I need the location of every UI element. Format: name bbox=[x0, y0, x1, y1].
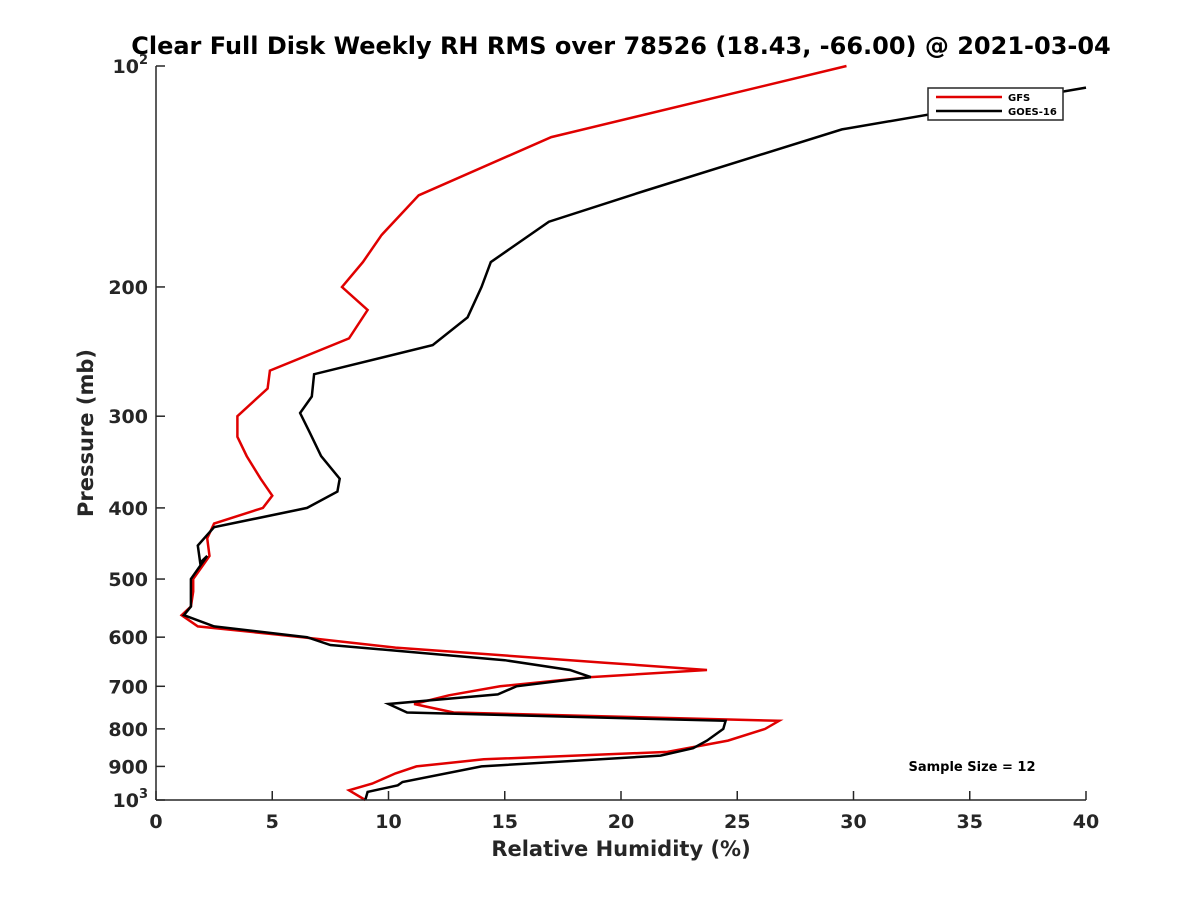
x-axis-label: Relative Humidity (%) bbox=[491, 837, 750, 861]
y-tick-label: 700 bbox=[108, 676, 148, 698]
legend-label: GOES-16 bbox=[1008, 107, 1057, 118]
y-tick-label: 900 bbox=[108, 756, 148, 778]
y-axis-ticks: 102 200 300 400 500 600 700 800 900 103 bbox=[108, 53, 165, 812]
x-tick-label: 20 bbox=[608, 811, 634, 833]
x-tick-label: 40 bbox=[1073, 811, 1099, 833]
x-tick-label: 30 bbox=[840, 811, 866, 833]
series-layer bbox=[179, 64, 1087, 802]
y-tick-label: 102 bbox=[113, 53, 149, 78]
chart-title: Clear Full Disk Weekly RH RMS over 78526… bbox=[131, 32, 1111, 60]
y-tick-label: 800 bbox=[108, 719, 148, 741]
y-tick-label: 600 bbox=[108, 627, 148, 649]
legend-box bbox=[927, 87, 1064, 121]
y-tick-label: 500 bbox=[108, 569, 148, 591]
sample-size-annotation: Sample Size = 12 bbox=[908, 760, 1035, 775]
y-tick-label: 300 bbox=[108, 406, 148, 428]
y-tick-label: 400 bbox=[108, 498, 148, 520]
x-tick-label: 0 bbox=[149, 811, 162, 833]
series-line-goes-16 bbox=[181, 86, 1087, 801]
legend-label: GFS bbox=[1008, 93, 1030, 104]
x-tick-label: 5 bbox=[266, 811, 279, 833]
y-tick-label: 103 bbox=[113, 787, 149, 812]
plot-area: 0 5 10 15 20 25 30 35 40 102 200 300 400 500 600 700 80… bbox=[108, 53, 1099, 833]
x-tick-label: 25 bbox=[724, 811, 750, 833]
x-tick-label: 15 bbox=[492, 811, 518, 833]
x-tick-label: 10 bbox=[375, 811, 401, 833]
x-axis-ticks: 0 5 10 15 20 25 30 35 40 bbox=[149, 791, 1099, 833]
x-tick-label: 35 bbox=[957, 811, 983, 833]
legend: GFS GOES-16 bbox=[927, 87, 1064, 121]
y-axis-label: Pressure (mb) bbox=[74, 349, 98, 517]
y-tick-label: 200 bbox=[108, 277, 148, 299]
